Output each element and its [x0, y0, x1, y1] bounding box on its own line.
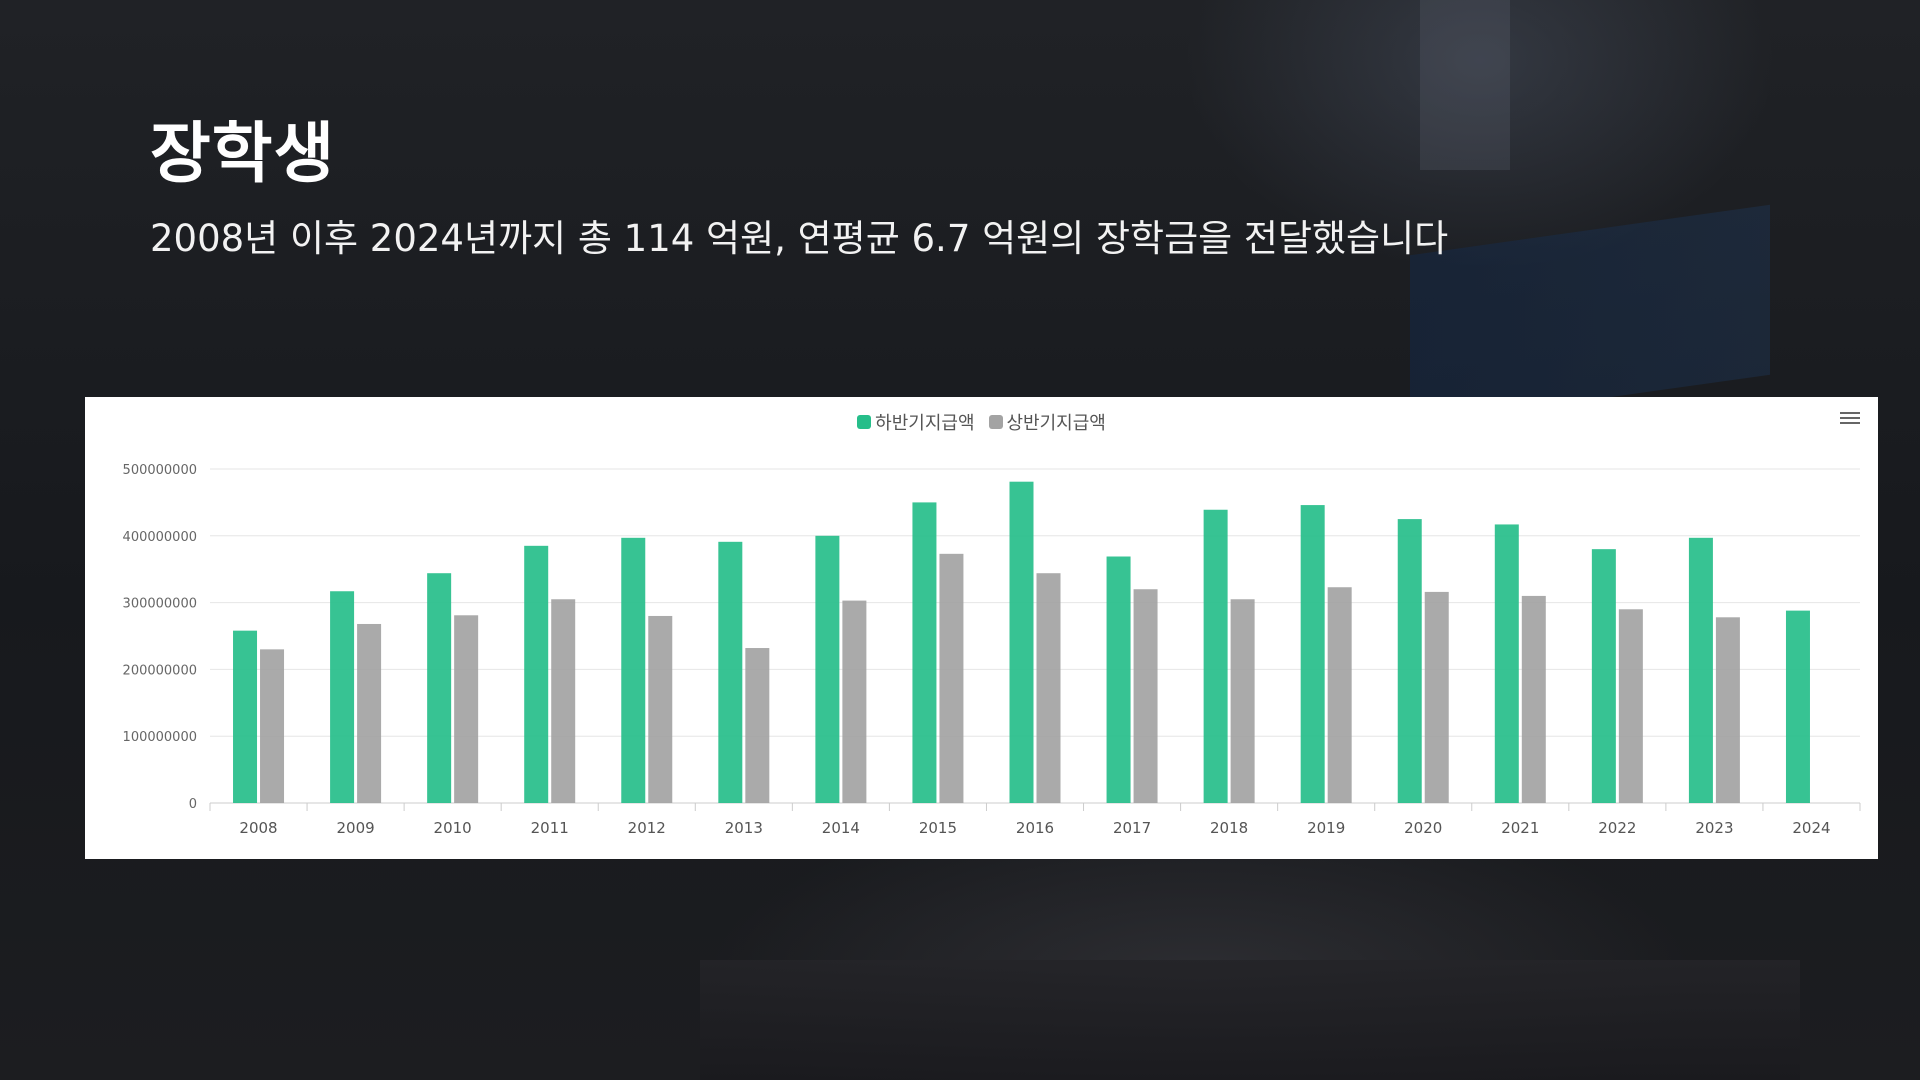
y-tick-label: 300000000 [123, 597, 197, 612]
legend-item-series-1[interactable]: 상반기지급액 [988, 409, 1106, 435]
x-tick-label: 2022 [1598, 819, 1636, 837]
x-tick-label: 2024 [1792, 819, 1830, 837]
bar-series-1 [357, 623, 382, 803]
y-tick-label: 200000000 [123, 663, 197, 678]
bar-series-1 [1036, 573, 1061, 803]
bar-chart: 0 100000000 200000000 300000000 400000000 500… [123, 463, 1861, 837]
x-tick-label: 2019 [1307, 819, 1345, 837]
bar-series-0 [1494, 524, 1519, 803]
bar-series-1 [842, 600, 867, 803]
bar-series-0 [427, 573, 452, 803]
bar-series-1 [1327, 587, 1352, 803]
background-book [1410, 204, 1770, 426]
bar-series-1 [1521, 595, 1546, 803]
bar-series-0 [912, 502, 937, 803]
bar-series-0 [1785, 610, 1810, 803]
bar-series-0 [621, 537, 646, 803]
x-tick-label: 2008 [239, 819, 277, 837]
y-tick-label: 100000000 [123, 730, 197, 745]
bar-series-1 [260, 649, 285, 803]
x-tick-label: 2012 [628, 819, 666, 837]
bar-series-1 [551, 599, 576, 803]
y-tick-label: 500000000 [123, 463, 197, 478]
x-tick-label: 2017 [1113, 819, 1151, 837]
bar-series-0 [1106, 556, 1131, 803]
bar-series-1 [1618, 609, 1643, 803]
bar-series-0 [1397, 519, 1422, 803]
bar-series-0 [1688, 537, 1713, 803]
bar-series-0 [524, 545, 549, 803]
x-tick-label: 2013 [725, 819, 763, 837]
x-tick-label: 2018 [1210, 819, 1248, 837]
bar-series-0 [1203, 509, 1228, 803]
bar-series-1 [1133, 589, 1158, 803]
bar-series-0 [718, 541, 743, 803]
page-subtitle: 2008년 이후 2024년까지 총 114 억원, 연평균 6.7 억원의 장… [150, 217, 1449, 260]
bar-series-1 [648, 615, 673, 803]
bar-series-0 [233, 630, 258, 803]
bar-series-1 [1230, 599, 1255, 803]
x-tick-label: 2010 [434, 819, 472, 837]
x-tick-label: 2020 [1404, 819, 1442, 837]
x-tick-label: 2016 [1016, 819, 1054, 837]
background-window [1420, 0, 1510, 170]
y-tick-label: 400000000 [123, 530, 197, 545]
page-title: 장학생 [150, 115, 336, 192]
bar-series-0 [1300, 505, 1325, 803]
x-tick-label: 2021 [1501, 819, 1539, 837]
y-tick-label: 0 [189, 797, 197, 812]
bar-series-0 [1591, 549, 1616, 803]
bar-series-1 [1715, 617, 1740, 803]
legend-label-series-0: 하반기지급액 [875, 413, 975, 434]
bar-series-0 [815, 535, 840, 803]
background-desk [700, 960, 1800, 1080]
bar-series-1 [939, 553, 964, 803]
x-tick-label: 2014 [822, 819, 860, 837]
legend-swatch-series-0 [857, 415, 872, 429]
legend-swatch-series-1 [988, 415, 1003, 429]
bar-series-1 [745, 648, 770, 803]
bar-series-1 [1424, 591, 1449, 803]
hamburger-menu-icon[interactable] [1840, 409, 1860, 425]
legend-item-series-0[interactable]: 하반기지급액 [857, 409, 975, 435]
chart-panel: 0 100000000 200000000 300000000 400000000 500… [85, 397, 1878, 859]
legend-label-series-1: 상반기지급액 [1006, 413, 1106, 434]
page-heading: 장학생 2008년 이후 2024년까지 총 114 억원, 연평균 6.7 억… [150, 100, 1448, 262]
bar-series-0 [330, 591, 355, 803]
x-tick-label: 2023 [1695, 819, 1733, 837]
bar-series-1 [454, 615, 479, 803]
chart-legend: 하반기지급액 상반기지급액 [85, 409, 1878, 435]
x-tick-label: 2011 [531, 819, 569, 837]
x-tick-label: 2009 [336, 819, 374, 837]
bar-series-0 [1009, 481, 1034, 803]
x-tick-label: 2015 [919, 819, 957, 837]
